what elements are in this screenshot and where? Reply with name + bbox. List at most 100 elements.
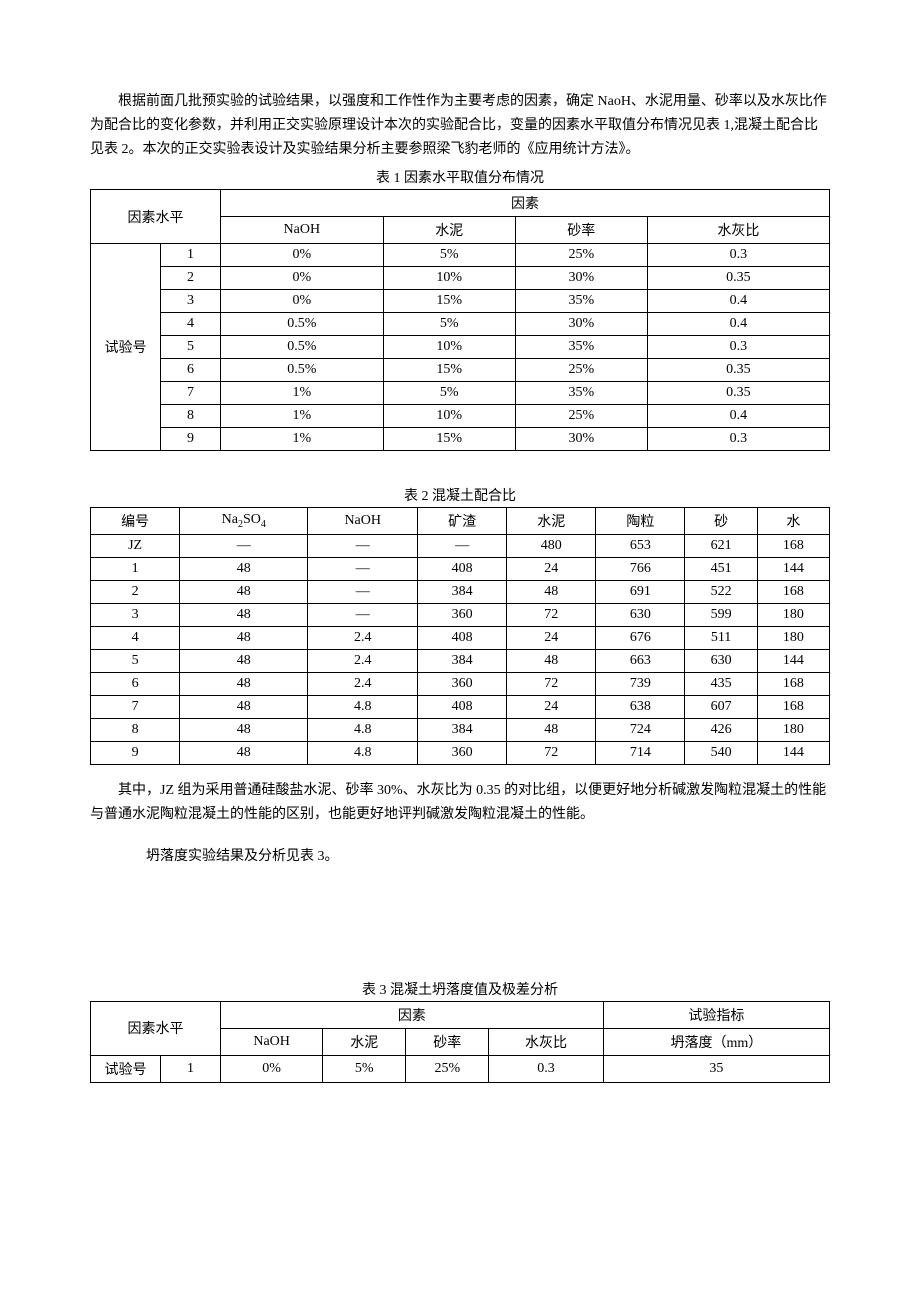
t2-cell: 48 [180,558,308,581]
t2-cell: 24 [507,627,596,650]
t2-col-sand: 砂 [685,508,757,535]
t2-cell: 168 [757,535,829,558]
t2-cell: 384 [418,650,507,673]
t1-cell: 0.5% [221,359,384,382]
t1-cell: 25% [515,359,647,382]
t2-cell: 9 [91,742,180,765]
t3-col-cement: 水泥 [323,1028,406,1055]
t1-cell: 0% [221,267,384,290]
t2-cell: — [308,581,418,604]
t2-cell: 360 [418,604,507,627]
t2-cell: 653 [596,535,685,558]
t2-cell: 180 [757,627,829,650]
t2-cell: 48 [180,650,308,673]
t2-cell: 168 [757,673,829,696]
t1-cell: 4 [161,313,221,336]
t2-cell: 5 [91,650,180,673]
t1-cell: 5% [383,244,515,267]
t2-cell: 451 [685,558,757,581]
t2-cell: 144 [757,742,829,765]
t3-col-slump: 坍落度（mm） [603,1028,829,1055]
t2-cell: 630 [596,604,685,627]
t2-cell: 3 [91,604,180,627]
t1-cell: 30% [515,428,647,451]
t2-cell: 676 [596,627,685,650]
t2-cell: 24 [507,558,596,581]
table1-title: 表 1 因素水平取值分布情况 [90,167,830,187]
middle-paragraph: 其中，JZ 组为采用普通硅酸盐水泥、砂率 30%、水灰比为 0.35 的对比组，… [90,779,830,827]
t2-cell: 6 [91,673,180,696]
t1-header-factors: 因素 [221,190,830,217]
t2-cell: 408 [418,696,507,719]
t2-cell: 4.8 [308,719,418,742]
t1-col-wc: 水灰比 [647,217,829,244]
t2-cell: 724 [596,719,685,742]
t1-cell: 15% [383,428,515,451]
t2-cell: 168 [757,696,829,719]
table3: 因素水平 因素 试验指标 NaOH 水泥 砂率 水灰比 坍落度（mm） 试验号1… [90,1001,830,1083]
t1-cell: 25% [515,244,647,267]
t2-col-ceramic: 陶粒 [596,508,685,535]
t1-header-level: 因素水平 [91,190,221,244]
table2: 编号 Na2SO4 NaOH 矿渣 水泥 陶粒 砂 水 JZ———4806536… [90,507,830,765]
t1-cell: 7 [161,382,221,405]
t2-cell: — [180,535,308,558]
table2-title: 表 2 混凝土配合比 [90,485,830,505]
t2-cell: 2.4 [308,650,418,673]
t1-cell: 25% [515,405,647,428]
t3-rowlabel: 试验号 [91,1055,161,1082]
t2-col-naoh: NaOH [308,508,418,535]
t2-cell: 522 [685,581,757,604]
t1-cell: 3 [161,290,221,313]
t2-cell: 384 [418,581,507,604]
t2-cell: 48 [180,604,308,627]
t2-cell: 435 [685,673,757,696]
t2-cell: 180 [757,719,829,742]
t1-cell: 0.3 [647,428,829,451]
t1-cell: 0.35 [647,359,829,382]
t2-cell: 72 [507,742,596,765]
t2-cell: 663 [596,650,685,673]
t2-cell: 4 [91,627,180,650]
t2-cell: 48 [180,673,308,696]
t2-cell: 621 [685,535,757,558]
t3-header-factors: 因素 [221,1001,604,1028]
t2-col-cement: 水泥 [507,508,596,535]
t2-cell: 4.8 [308,742,418,765]
t2-cell: 408 [418,627,507,650]
t1-cell: 0% [221,244,384,267]
t2-col-id: 编号 [91,508,180,535]
t1-cell: 30% [515,267,647,290]
t1-col-naoh: NaOH [221,217,384,244]
slump-paragraph: 坍落度实验结果及分析见表 3。 [90,845,830,869]
t1-cell: 0.5% [221,336,384,359]
t2-cell: 8 [91,719,180,742]
t2-cell: 540 [685,742,757,765]
t3-col-wc: 水灰比 [489,1028,603,1055]
t2-cell: 144 [757,558,829,581]
table3-title: 表 3 混凝土坍落度值及极差分析 [90,979,830,999]
t1-cell: 5% [383,313,515,336]
t2-cell: 739 [596,673,685,696]
t1-cell: 0.5% [221,313,384,336]
t1-rowlabel: 试验号 [91,244,161,451]
t1-cell: 0.35 [647,267,829,290]
t1-cell: 0.3 [647,336,829,359]
t1-cell: 35% [515,336,647,359]
t1-cell: 0.4 [647,290,829,313]
t2-cell: 607 [685,696,757,719]
t2-cell: 2.4 [308,673,418,696]
t2-cell: 48 [180,581,308,604]
t2-cell: 638 [596,696,685,719]
t2-cell: 48 [507,581,596,604]
table1: 因素水平 因素 NaOH 水泥 砂率 水灰比 试验号10%5%25%0.320%… [90,189,830,451]
t1-cell: 2 [161,267,221,290]
t2-col-na2so4: Na2SO4 [180,508,308,535]
t2-cell: 168 [757,581,829,604]
t1-cell: 35% [515,290,647,313]
t1-cell: 15% [383,290,515,313]
t1-cell: 6 [161,359,221,382]
t2-cell: 7 [91,696,180,719]
t1-cell: 5% [383,382,515,405]
t2-cell: 384 [418,719,507,742]
